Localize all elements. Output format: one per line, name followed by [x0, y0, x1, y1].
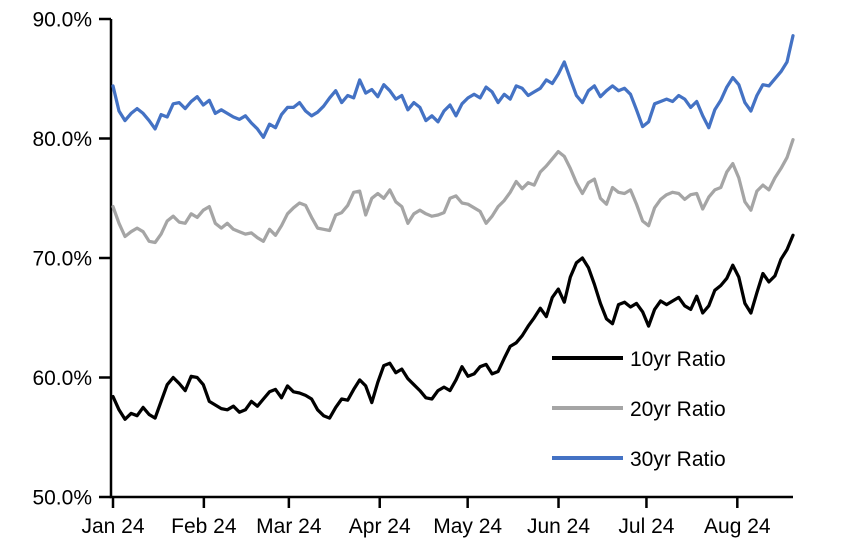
y-axis-tick-label: 80.0% [32, 128, 92, 151]
legend: 10yr Ratio 20yr Ratio 30yr Ratio [552, 348, 726, 471]
y-axis-tick-label: 90.0% [32, 9, 92, 32]
x-axis-tick-label: Feb 24 [171, 515, 237, 538]
y-axis-ticks [99, 17, 111, 499]
x-axis-ticks [111, 497, 739, 508]
legend-label-10yr: 10yr Ratio [630, 348, 726, 371]
y-axis-tick-label: 50.0% [32, 487, 92, 510]
x-axis-tick-label: Jul 24 [618, 515, 674, 538]
series-line-10yr-ratio [111, 233, 795, 421]
x-axis-tick-labels: Jan 24 Feb 24 Mar 24 Apr 24 May 24 Jun 24 Jul … [81, 515, 770, 538]
legend-label-30yr: 30yr Ratio [630, 448, 726, 471]
x-axis-tick-label: Jan 24 [81, 515, 144, 538]
series-line-20yr-ratio [111, 138, 795, 245]
x-axis-tick-label: Apr 24 [349, 515, 411, 538]
x-axis-tick-label: Mar 24 [256, 515, 322, 538]
y-axis-tick-label: 60.0% [32, 367, 92, 390]
axes [109, 19, 793, 499]
legend-item-30yr-ratio: 30yr Ratio [552, 448, 726, 471]
x-axis-tick-label: Jun 24 [527, 515, 590, 538]
legend-item-20yr-ratio: 20yr Ratio [552, 398, 726, 421]
legend-label-20yr: 20yr Ratio [630, 398, 726, 421]
series-line-30yr-ratio [111, 34, 795, 139]
x-axis-tick-label: Aug 24 [704, 515, 771, 538]
legend-item-10yr-ratio: 10yr Ratio [552, 348, 726, 371]
x-axis-tick-label: May 24 [433, 515, 502, 538]
y-axis-tick-labels: 90.0% 80.0% 70.0% 60.0% 50.0% [32, 9, 92, 510]
y-axis-tick-label: 70.0% [32, 248, 92, 271]
series-lines [111, 34, 795, 421]
